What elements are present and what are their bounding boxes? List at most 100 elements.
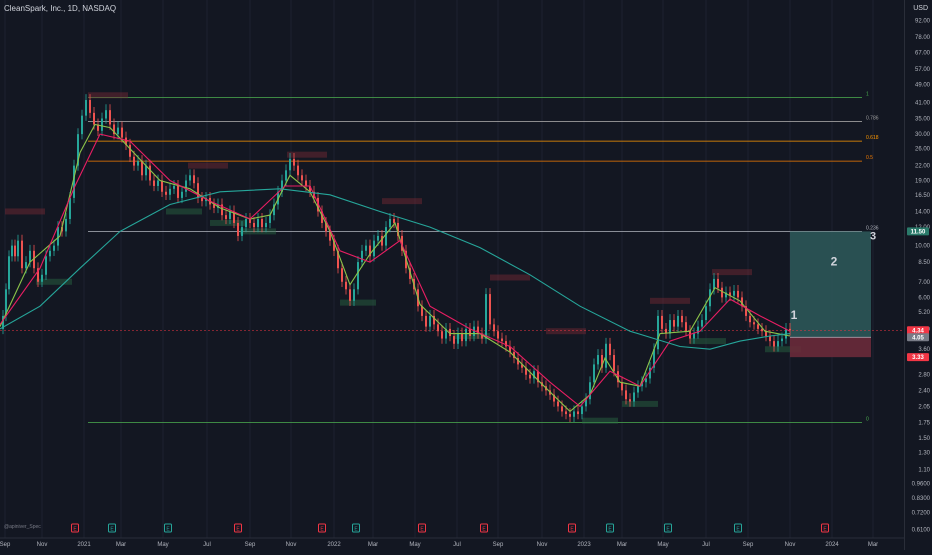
candle-body	[757, 324, 759, 329]
earnings-marker[interactable]	[480, 523, 488, 533]
candle-body	[245, 218, 247, 228]
candle-body	[185, 180, 187, 192]
candle-body	[557, 401, 559, 407]
candle-body	[477, 326, 479, 334]
x-tick-label: Sep	[493, 542, 504, 548]
annotations: 1 2 3	[791, 231, 876, 322]
moving-average-line	[0, 188, 791, 350]
high-marker	[382, 198, 422, 205]
low-marker	[690, 338, 726, 345]
candle-body	[701, 320, 703, 327]
y-tick-label: 57.00	[915, 67, 931, 73]
price-badge[interactable]	[907, 333, 929, 342]
candle-body	[613, 355, 615, 372]
y-tick-label: 1.10	[918, 468, 930, 474]
candle-body	[765, 331, 767, 337]
candle-body	[457, 333, 459, 344]
candle-body	[25, 262, 27, 269]
candle-body	[21, 240, 23, 269]
earnings-marker[interactable]	[821, 523, 829, 533]
candle-body	[257, 218, 259, 228]
candle-body	[517, 358, 519, 365]
earnings-marker[interactable]	[352, 523, 360, 533]
candle-body	[381, 235, 383, 246]
candle-body	[513, 352, 515, 359]
candle-body	[609, 343, 611, 356]
y-tick-label: 30.00	[915, 132, 931, 138]
symbol-title[interactable]: CleanSpark, Inc., 1D, NASDAQ	[4, 4, 117, 13]
y-tick-label: 0.6100	[912, 527, 931, 533]
earnings-marker-label: E	[570, 527, 574, 533]
fib-level-label: 0	[866, 416, 869, 422]
candle-body	[53, 245, 55, 251]
candle-body	[573, 411, 575, 417]
candle-body	[605, 343, 607, 368]
earnings-marker[interactable]	[568, 523, 576, 533]
earnings-marker[interactable]	[108, 523, 116, 533]
earnings-marker[interactable]	[234, 523, 242, 533]
grid-lines	[4, 0, 874, 538]
candle-body	[693, 333, 695, 339]
x-tick-label: Jul	[702, 542, 710, 548]
candle-body	[17, 240, 19, 257]
y-tick-label: 0.8300	[912, 496, 931, 502]
candle-body	[89, 100, 91, 113]
y-tick-label: 0.7200	[912, 511, 931, 517]
y-tick-label: 14.00	[915, 209, 931, 215]
stop-zone[interactable]	[790, 337, 871, 358]
earnings-marker-label: E	[320, 527, 324, 533]
earnings-marker[interactable]	[71, 523, 79, 533]
y-tick-label: 2.40	[918, 388, 930, 394]
x-tick-label: 2022	[327, 542, 341, 548]
candle-body	[361, 250, 363, 263]
candle-body	[249, 218, 251, 223]
candle-body	[505, 341, 507, 347]
low-marker	[765, 346, 801, 353]
candle-body	[617, 371, 619, 383]
candle-body	[73, 165, 75, 198]
candle-body	[717, 278, 719, 288]
candle-body	[225, 215, 227, 219]
low-marker	[340, 299, 376, 306]
candle-body	[341, 268, 343, 282]
earnings-marker[interactable]	[664, 523, 672, 533]
profit-zone[interactable]	[790, 231, 871, 338]
high-marker	[490, 274, 530, 281]
low-marker	[210, 219, 246, 226]
candle-body	[333, 240, 335, 251]
candle-body	[465, 328, 467, 342]
candle-body	[285, 170, 287, 181]
x-tick-label: May	[657, 542, 668, 548]
y-tick-label: 1.30	[918, 451, 930, 457]
x-tick-label: Jul	[453, 542, 461, 548]
candle-body	[141, 161, 143, 176]
earnings-marker[interactable]	[164, 523, 172, 533]
candle-body	[593, 364, 595, 383]
price-badge[interactable]	[907, 227, 929, 236]
x-tick-label: 2021	[77, 542, 91, 548]
candle-body	[85, 100, 87, 116]
earnings-marker[interactable]	[606, 523, 614, 533]
earnings-marker[interactable]	[318, 523, 326, 533]
y-tick-label: 35.00	[915, 117, 931, 123]
price-badge[interactable]	[907, 353, 929, 362]
candle-body	[149, 165, 151, 181]
low-marker	[622, 400, 658, 407]
price-axis[interactable]: 92.00 78.00 67.00 57.00 49.00 41.00 35.00 30.00…	[904, 0, 932, 550]
earnings-marker-label: E	[354, 527, 358, 533]
price-axis-ticks: 92.00 78.00 67.00 57.00 49.00 41.00 35.00 30.00…	[907, 18, 931, 533]
fibonacci-levels[interactable]: 1 0.786 0.618 0.5 0.236 0	[88, 92, 879, 423]
candle-body	[345, 281, 347, 290]
candle-body	[261, 218, 263, 228]
candle-body	[93, 112, 95, 125]
candle-body	[597, 355, 599, 365]
earnings-marker[interactable]	[734, 523, 742, 533]
earnings-marker[interactable]	[418, 523, 426, 533]
price-badge[interactable]	[907, 326, 929, 335]
price-volume-markers	[5, 92, 801, 424]
candle-body	[773, 341, 775, 347]
long-position-tool[interactable]	[0, 231, 904, 358]
candle-body	[229, 211, 231, 219]
